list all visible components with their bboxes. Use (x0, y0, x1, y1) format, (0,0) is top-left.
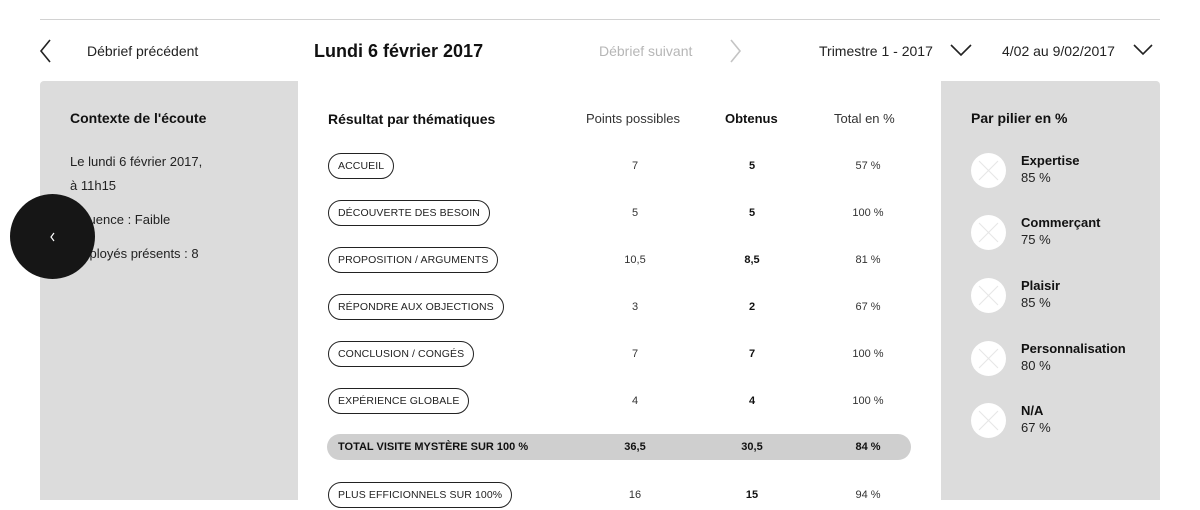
pillar-value: 85 % (1021, 295, 1051, 310)
theme-tag[interactable]: DÉCOUVERTE DES BESOIN (328, 200, 490, 226)
pillar-name: Plaisir (1021, 278, 1061, 293)
table-row: EXPÉRIENCE GLOBALE 4 4 100 % (298, 388, 941, 416)
pillar-item: Expertise 85 % (971, 153, 1151, 189)
chevron-down-icon[interactable] (949, 36, 975, 66)
quarter-select-value[interactable]: Trimestre 1 - 2017 (819, 43, 933, 59)
possible-points: 7 (631, 160, 639, 172)
column-header-possible: Points possibles (586, 111, 680, 126)
possible-points: 10,5 (624, 254, 646, 266)
possible-points: 5 (631, 207, 639, 219)
placeholder-circle-icon (971, 341, 1006, 376)
context-date: Le lundi 6 février 2017, (70, 154, 203, 169)
table-row: CONCLUSION / CONGÉS 7 7 100 % (298, 341, 941, 369)
possible-points: 4 (631, 395, 639, 407)
quarter-select[interactable]: Trimestre 1 - 2017 (819, 36, 975, 66)
table-row: RÉPONDRE AUX OBJECTIONS 3 2 67 % (298, 294, 941, 322)
pillar-item: Commerçant 75 % (971, 215, 1151, 251)
total-obtained-points: 30,5 (741, 441, 763, 453)
obtained-points: 15 (745, 489, 759, 501)
theme-tag[interactable]: CONCLUSION / CONGÉS (328, 341, 475, 367)
total-possible-points: 36,5 (624, 441, 646, 453)
chevron-down-icon[interactable] (1132, 36, 1156, 66)
possible-points: 16 (628, 489, 642, 501)
pillar-value: 80 % (1021, 358, 1051, 373)
chevron-left-icon[interactable] (48, 231, 58, 243)
total-percent: 67 % (855, 301, 881, 313)
results-table: Résultat par thématiques Points possible… (298, 81, 941, 508)
total-percent: 57 % (855, 160, 881, 172)
obtained-points: 7 (748, 348, 756, 360)
table-row: PLUS EFFICIONNELS SUR 100% 16 15 94 % (298, 482, 941, 510)
pillar-item: Plaisir 85 % (971, 278, 1151, 314)
placeholder-circle-icon (971, 278, 1006, 313)
debrief-navigation: Débrief précédent Lundi 6 février 2017 D… (0, 36, 1200, 66)
chevron-left-icon[interactable] (36, 36, 62, 66)
pillars-title: Par pilier en % (971, 110, 1068, 126)
previous-debrief-link[interactable]: Débrief précédent (36, 36, 198, 66)
pillar-name: Commerçant (1021, 215, 1101, 230)
theme-tag[interactable]: RÉPONDRE AUX OBJECTIONS (328, 294, 504, 320)
total-percent: 100 % (852, 207, 884, 219)
theme-tag[interactable]: ACCUEIL (328, 153, 395, 179)
pillar-name: Personnalisation (1021, 341, 1126, 356)
week-select[interactable]: 4/02 au 9/02/2017 (1002, 36, 1156, 66)
context-employees: Employés présents : 8 (70, 246, 199, 261)
context-affluence: Affluence : Faible (70, 212, 171, 227)
total-row: TOTAL VISITE MYSTÈRE SUR 100 % (327, 434, 911, 460)
pillar-value: 85 % (1021, 170, 1051, 185)
obtained-points: 5 (748, 207, 756, 219)
total-row-values: 36,5 30,5 84 % (298, 434, 941, 462)
theme-tag[interactable]: PROPOSITION / ARGUMENTS (328, 247, 499, 273)
possible-points: 3 (631, 301, 639, 313)
obtained-points: 8,5 (744, 254, 760, 266)
total-percent: 100 % (852, 395, 884, 407)
placeholder-circle-icon (971, 215, 1006, 250)
column-header-total: Total en % (834, 111, 895, 126)
pillar-value: 75 % (1021, 232, 1051, 247)
total-percent: 81 % (855, 254, 881, 266)
placeholder-circle-icon (971, 153, 1006, 188)
total-percent: 100 % (852, 348, 884, 360)
next-debrief-label[interactable]: Débrief suivant (599, 43, 693, 59)
theme-tag[interactable]: PLUS EFFICIONNELS SUR 100% (328, 482, 513, 508)
obtained-points: 2 (748, 301, 756, 313)
pillar-name: Expertise (1021, 153, 1080, 168)
placeholder-circle-icon (971, 403, 1006, 438)
obtained-points: 4 (748, 395, 756, 407)
possible-points: 7 (631, 348, 639, 360)
table-row: ACCUEIL 7 5 57 % (298, 153, 941, 181)
previous-debrief-label[interactable]: Débrief précédent (87, 43, 199, 59)
theme-tag[interactable]: EXPÉRIENCE GLOBALE (328, 388, 470, 414)
collapse-panel-button[interactable] (10, 194, 95, 279)
total-percent: 94 % (855, 489, 881, 501)
total-percent: 84 % (855, 441, 881, 453)
column-header-obtained: Obtenus (725, 111, 778, 126)
context-title: Contexte de l'écoute (70, 110, 207, 126)
table-row: DÉCOUVERTE DES BESOIN 5 5 100 % (298, 200, 941, 228)
week-select-value[interactable]: 4/02 au 9/02/2017 (1002, 43, 1115, 59)
chevron-right-icon[interactable] (726, 36, 752, 66)
top-divider (40, 19, 1160, 20)
obtained-points: 5 (748, 160, 756, 172)
pillar-name: N/A (1021, 403, 1044, 418)
context-panel: Contexte de l'écoute Le lundi 6 février … (40, 81, 298, 500)
table-row: PROPOSITION / ARGUMENTS 10,5 8,5 81 % (298, 247, 941, 275)
pillar-item: Personnalisation 80 % (971, 341, 1151, 377)
pillars-panel: Par pilier en % Expertise 85 % Commerçan… (941, 81, 1160, 500)
current-date: Lundi 6 février 2017 (314, 36, 483, 66)
page-title: Lundi 6 février 2017 (314, 40, 484, 61)
results-title: Résultat par thématiques (328, 111, 496, 127)
pillar-item: N/A 67 % (971, 403, 1151, 439)
total-label: TOTAL VISITE MYSTÈRE SUR 100 % (338, 441, 529, 453)
next-debrief-link[interactable]: Débrief suivant (599, 36, 752, 66)
context-time: à 11h15 (70, 178, 117, 193)
pillar-value: 67 % (1021, 420, 1051, 435)
